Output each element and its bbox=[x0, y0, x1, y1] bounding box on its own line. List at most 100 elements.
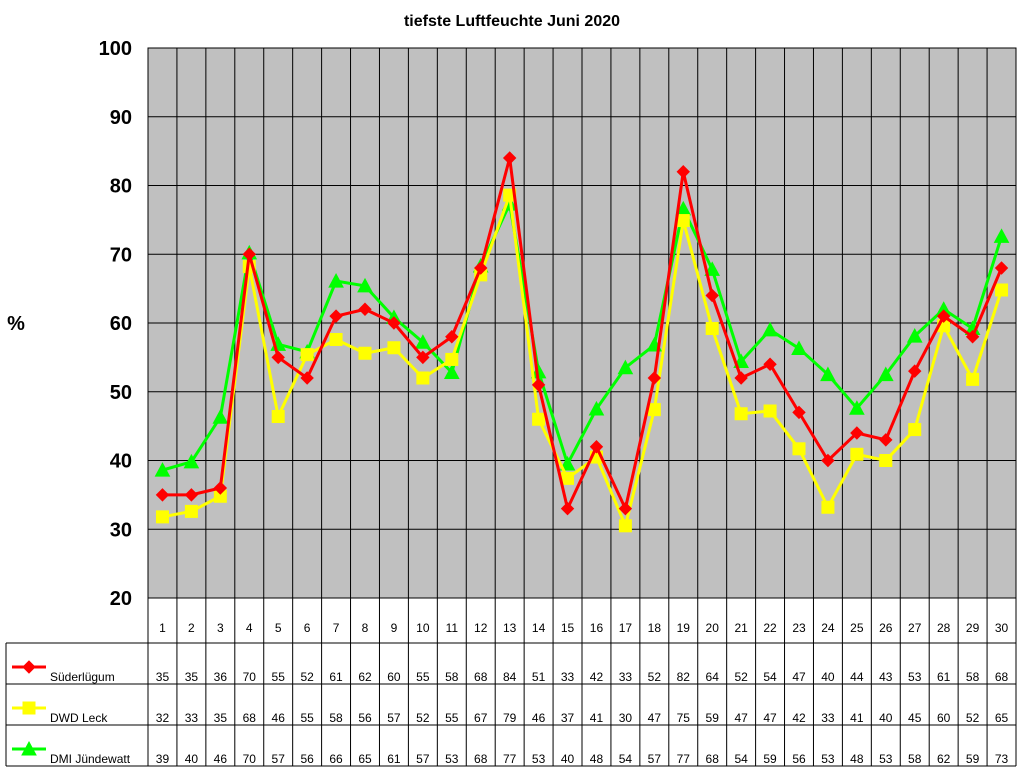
triangle-marker bbox=[212, 409, 229, 424]
diamond-marker bbox=[965, 330, 980, 344]
legend-label: DMI Jündewatt bbox=[50, 752, 131, 766]
triangle-marker bbox=[154, 462, 171, 477]
data-table-cell: 42 bbox=[590, 670, 604, 684]
series-layer bbox=[154, 151, 1010, 533]
x-tick-label: 20 bbox=[706, 621, 720, 635]
data-table-cell: 64 bbox=[706, 670, 720, 684]
data-table-cell: 60 bbox=[387, 670, 401, 684]
diamond-marker bbox=[647, 371, 662, 385]
data-table-cell: 61 bbox=[329, 670, 343, 684]
data-table-cell: 58 bbox=[966, 670, 980, 684]
diamond-marker bbox=[821, 453, 835, 468]
diamond-marker bbox=[618, 501, 633, 516]
triangle-marker bbox=[21, 740, 37, 756]
square-marker bbox=[22, 701, 36, 715]
data-table-cell: 61 bbox=[937, 670, 951, 684]
x-tick-label: 5 bbox=[275, 621, 282, 635]
data-table-cell: 73 bbox=[995, 752, 1009, 766]
x-tick-label: 11 bbox=[446, 621, 459, 635]
triangle-marker bbox=[762, 321, 778, 337]
data-table-cell: 59 bbox=[966, 752, 980, 766]
data-table-cell: 52 bbox=[966, 711, 980, 725]
x-tick-label: 2 bbox=[188, 621, 195, 635]
diamond-marker bbox=[22, 660, 36, 674]
square-marker bbox=[184, 504, 198, 518]
square-marker bbox=[647, 403, 661, 417]
data-table-cell: 33 bbox=[185, 711, 199, 725]
data-table-cell: 55 bbox=[416, 670, 430, 684]
data-table-cell: 53 bbox=[879, 752, 893, 766]
diamond-marker bbox=[474, 261, 488, 275]
diamond-marker bbox=[676, 165, 690, 179]
data-table-cell: 57 bbox=[387, 711, 401, 725]
diamond-marker bbox=[213, 481, 228, 495]
data-table-cell: 70 bbox=[243, 752, 257, 766]
square-marker bbox=[329, 333, 343, 346]
data-table-cell: 37 bbox=[561, 711, 575, 725]
y-axis-ticks: 20 30 40 50 60 70 80 90 100 bbox=[99, 38, 132, 610]
data-table-cell: 41 bbox=[590, 711, 604, 725]
triangle-marker bbox=[820, 366, 836, 382]
legend-item: DMI Jündewatt bbox=[12, 740, 131, 766]
triangle-marker bbox=[906, 328, 923, 343]
diamond-marker bbox=[589, 440, 604, 454]
diamond-marker bbox=[445, 330, 459, 344]
x-tick-label: 16 bbox=[590, 621, 604, 635]
data-table-cell: 75 bbox=[677, 711, 691, 725]
data-table-cell: 58 bbox=[445, 670, 459, 684]
triangle-marker bbox=[791, 340, 807, 355]
data-table-cell: 51 bbox=[532, 670, 546, 684]
triangle-marker bbox=[617, 359, 634, 375]
triangle-marker bbox=[357, 277, 373, 293]
data-table-cell: 68 bbox=[995, 670, 1009, 684]
data-table-cell: 40 bbox=[185, 752, 199, 766]
data-table-cell: 61 bbox=[387, 752, 401, 766]
data-table-cell: 54 bbox=[734, 752, 748, 766]
data-table-cell: 52 bbox=[734, 670, 748, 684]
data-table-cell: 48 bbox=[590, 752, 604, 766]
data-table-cell: 44 bbox=[850, 670, 864, 684]
x-tick-label: 22 bbox=[763, 621, 777, 635]
diamond-marker bbox=[300, 371, 314, 385]
data-table-cell: 58 bbox=[908, 752, 922, 766]
square-marker bbox=[300, 348, 314, 362]
data-table-cell: 36 bbox=[214, 670, 228, 684]
data-table-cell: 39 bbox=[156, 752, 170, 766]
data-table: 1 2 3 4 5 6 7 8 9 10 11 12 13 14 15 16 17 18 19 20 21 22 23 24 2… bbox=[5, 597, 1017, 767]
data-table-cell: 46 bbox=[532, 711, 546, 725]
x-tick-label: 25 bbox=[850, 621, 864, 635]
data-table-cell: 84 bbox=[503, 670, 517, 684]
data-table-cell: 68 bbox=[243, 711, 257, 725]
data-table-cell: 70 bbox=[243, 670, 257, 684]
square-marker bbox=[358, 346, 372, 360]
y-tick-label: 90 bbox=[110, 107, 132, 129]
data-table-cell: 35 bbox=[185, 670, 199, 684]
data-table-cell: 68 bbox=[474, 670, 488, 684]
data-table-cell: 52 bbox=[416, 711, 430, 725]
triangle-marker bbox=[328, 273, 344, 288]
x-tick-label: 13 bbox=[503, 621, 517, 635]
chart-title: tiefste Luftfeuchte Juni 2020 bbox=[404, 13, 620, 30]
x-tick-label: 23 bbox=[792, 621, 806, 635]
square-marker bbox=[966, 372, 980, 386]
data-table-cell: 40 bbox=[879, 711, 893, 725]
x-tick-label: 3 bbox=[217, 621, 224, 635]
data-table-cell: 58 bbox=[329, 711, 343, 725]
data-table-cell: 30 bbox=[619, 711, 633, 725]
x-tick-label: 12 bbox=[474, 621, 488, 635]
square-marker bbox=[792, 442, 806, 456]
y-tick-label: 50 bbox=[110, 382, 132, 404]
data-table-cell: 35 bbox=[156, 670, 170, 684]
x-tick-label: 15 bbox=[561, 621, 575, 635]
x-tick-label: 26 bbox=[879, 621, 893, 635]
square-marker bbox=[271, 410, 285, 423]
x-tick-label: 6 bbox=[304, 621, 311, 635]
x-tick-label: 27 bbox=[908, 621, 922, 635]
triangle-marker bbox=[704, 261, 721, 276]
x-tick-label: 7 bbox=[333, 621, 340, 635]
data-table-cell: 55 bbox=[300, 711, 314, 725]
triangle-marker bbox=[849, 400, 865, 415]
square-marker bbox=[416, 371, 430, 385]
diamond-marker bbox=[329, 309, 343, 323]
diamond-marker bbox=[387, 316, 401, 330]
